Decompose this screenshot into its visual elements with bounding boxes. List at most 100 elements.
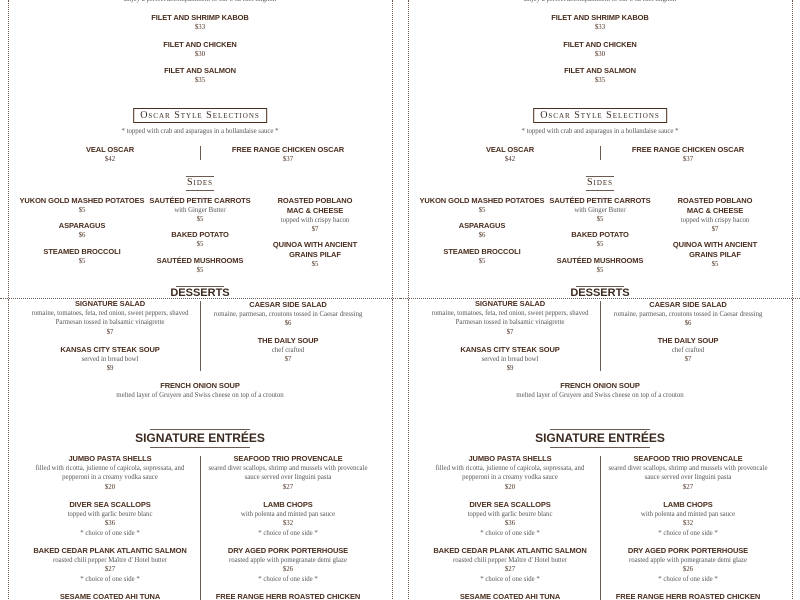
item-description: with polenta and minted pan sauce xyxy=(640,511,736,518)
item-description: topped with crispy bacon xyxy=(280,217,350,224)
item-price: $26 xyxy=(682,566,694,574)
item-description: melted layer of Gruyere and Swiss cheese… xyxy=(516,392,684,399)
text: * topped with crab and asparagus in a ho… xyxy=(521,128,679,135)
item-name: BAKED POTATO xyxy=(571,230,629,239)
item-price: $5 xyxy=(711,261,719,268)
item-price: $5 xyxy=(78,258,86,265)
item-note: * choice of one side * xyxy=(80,529,140,537)
item-note: * choice of one side * xyxy=(658,575,718,583)
item-price: $32 xyxy=(682,520,694,528)
item-name: SESAME COATED AHI TUNA xyxy=(459,592,561,600)
item-price: $33 xyxy=(194,24,206,31)
item-description: roasted chili pepper Maître d' Hotel but… xyxy=(452,557,568,564)
menu-item: YUKON GOLD MASHED POTATOES $5 xyxy=(412,196,552,216)
divider xyxy=(600,456,601,600)
item-description: melted layer of Gruyere and Swiss cheese… xyxy=(116,392,284,399)
item-description: pepperoni in a creamy vodka sauce xyxy=(462,474,558,482)
item-price: $27 xyxy=(504,566,516,574)
item-note: * choice of one side * xyxy=(480,529,540,537)
menu-item: FRENCH ONION SOUP melted layer of Gruyere… xyxy=(50,381,350,400)
border xyxy=(392,299,393,600)
menu-item: STEAMED BROCCOLI $5 xyxy=(12,247,152,267)
item-name: ASPARAGUS xyxy=(458,221,506,230)
divider xyxy=(200,456,201,600)
menu-item: SAUTÉED MUSHROOMS $5 xyxy=(545,256,655,276)
item-description: romaine, parmesan, croutons tossed in Ca… xyxy=(613,311,763,318)
menu-panel: Enjoy a perfect accompaniment to our 5 o… xyxy=(0,0,400,600)
item-name: DRY AGED PORK PORTERHOUSE xyxy=(227,546,349,555)
menu-item: ASPARAGUS $6 xyxy=(412,221,552,241)
menu-item: SIGNATURE SALAD romaine, tomatoes, feta, … xyxy=(0,299,220,337)
menu-item: FRENCH ONION SOUP melted layer of Gruyere… xyxy=(450,381,750,400)
item-price: $6 xyxy=(78,232,86,239)
menu-item: SAUTÉED MUSHROOMS $5 xyxy=(145,256,255,276)
border xyxy=(792,299,793,600)
rule xyxy=(550,447,650,448)
section-heading: DESSERTS xyxy=(170,287,230,299)
item-description: chef crafted xyxy=(671,347,705,354)
rule xyxy=(150,447,250,448)
menu-item: FILET AND SHRIMP KABOB $33 xyxy=(100,13,300,33)
rule xyxy=(576,286,624,287)
item-name: FILET AND SHRIMP KABOB xyxy=(551,13,649,22)
item-description: seared diver scallops, shrimp and mussel… xyxy=(208,465,368,472)
item-note: * choice of one side * xyxy=(658,529,718,537)
item-description: sauce served over linguini pasta xyxy=(244,474,332,482)
item-price: $5 xyxy=(78,207,86,214)
item-name: KANSAS CITY STEAK SOUP xyxy=(60,345,160,354)
item-description: Parmesan tossed in balsamic vinaigrette xyxy=(455,319,565,327)
item-description: romaine, tomatoes, feta, red onion, swee… xyxy=(31,310,189,317)
item-price: $37 xyxy=(282,156,294,163)
menu-item: THE DAILY SOUP chef crafted $7 xyxy=(588,336,788,365)
menu-item: FILET AND SALMON $35 xyxy=(100,66,300,86)
item-name: CAESAR SIDE SALAD xyxy=(249,300,327,309)
section-heading: Sides xyxy=(586,177,614,188)
item-name: KANSAS CITY STEAK SOUP xyxy=(460,345,560,354)
item-name: BAKED CEDAR PLANK ATLANTIC SALMON xyxy=(433,546,587,555)
item-price: $27 xyxy=(282,483,294,491)
item-description: roasted apple with pomegranate demi glaz… xyxy=(229,557,347,564)
menu-item: QUINOA WITH ANCIENT GRAINS PILAF $5 xyxy=(269,240,361,270)
menu-item: CAESAR SIDE SALAD romaine, parmesan, crou… xyxy=(188,300,388,329)
item-name: SESAME COATED AHI TUNA xyxy=(59,592,161,600)
item-description: romaine, parmesan, croutons tossed in Ca… xyxy=(213,311,363,318)
item-price: $6 xyxy=(284,320,292,328)
item-price: $35 xyxy=(194,77,206,84)
text: * topped with crab and asparagus in a ho… xyxy=(121,128,279,135)
item-note: * choice of one side * xyxy=(80,575,140,583)
menu-item: BAKED CEDAR PLANK ATLANTIC SALMON roasted… xyxy=(415,546,605,584)
item-price: $9 xyxy=(106,365,114,373)
item-name: YUKON GOLD MASHED POTATOES xyxy=(419,196,545,205)
item-name: LAMB CHOPS xyxy=(263,500,313,509)
item-price: $5 xyxy=(196,241,204,248)
menu-item: FREE RANGE CHICKEN OSCAR $37 xyxy=(588,145,788,165)
menu-item: FILET AND CHICKEN $30 xyxy=(100,40,300,60)
item-price: $7 xyxy=(506,328,514,336)
item-name: SIGNATURE SALAD xyxy=(74,299,146,308)
item-name: FRENCH ONION SOUP xyxy=(560,381,640,390)
item-price: $5 xyxy=(311,261,319,268)
rule xyxy=(186,190,214,191)
item-price: $33 xyxy=(594,24,606,31)
divider xyxy=(200,301,201,371)
item-name: FREE RANGE CHICKEN OSCAR xyxy=(631,145,745,154)
section-heading: Oscar Style Selections xyxy=(133,108,267,123)
item-name: FREE RANGE CHICKEN OSCAR xyxy=(231,145,345,154)
item-description: seared diver scallops, shrimp and mussel… xyxy=(608,465,768,472)
item-name: THE DAILY SOUP xyxy=(257,336,319,345)
item-name: DRY AGED PORK PORTERHOUSE xyxy=(627,546,749,555)
menu-item: FILET AND SALMON $35 xyxy=(500,66,700,86)
item-description: chef crafted xyxy=(271,347,305,354)
rule xyxy=(586,176,614,177)
menu-item: BAKED CEDAR PLANK ATLANTIC SALMON roasted… xyxy=(15,546,205,584)
item-description: sauce served over linguini pasta xyxy=(644,474,732,482)
item-price: $5 xyxy=(196,216,204,224)
rule xyxy=(550,429,650,430)
section-heading: Oscar Style Selections xyxy=(533,108,667,123)
menu-item: LAMB CHOPS with polenta and minted pan sa… xyxy=(588,500,788,538)
item-name: JUMBO PASTA SHELLS xyxy=(468,454,552,463)
menu-item: KANSAS CITY STEAK SOUP served in bread bo… xyxy=(10,345,210,374)
item-price: $5 xyxy=(478,207,486,214)
rule xyxy=(186,176,214,177)
